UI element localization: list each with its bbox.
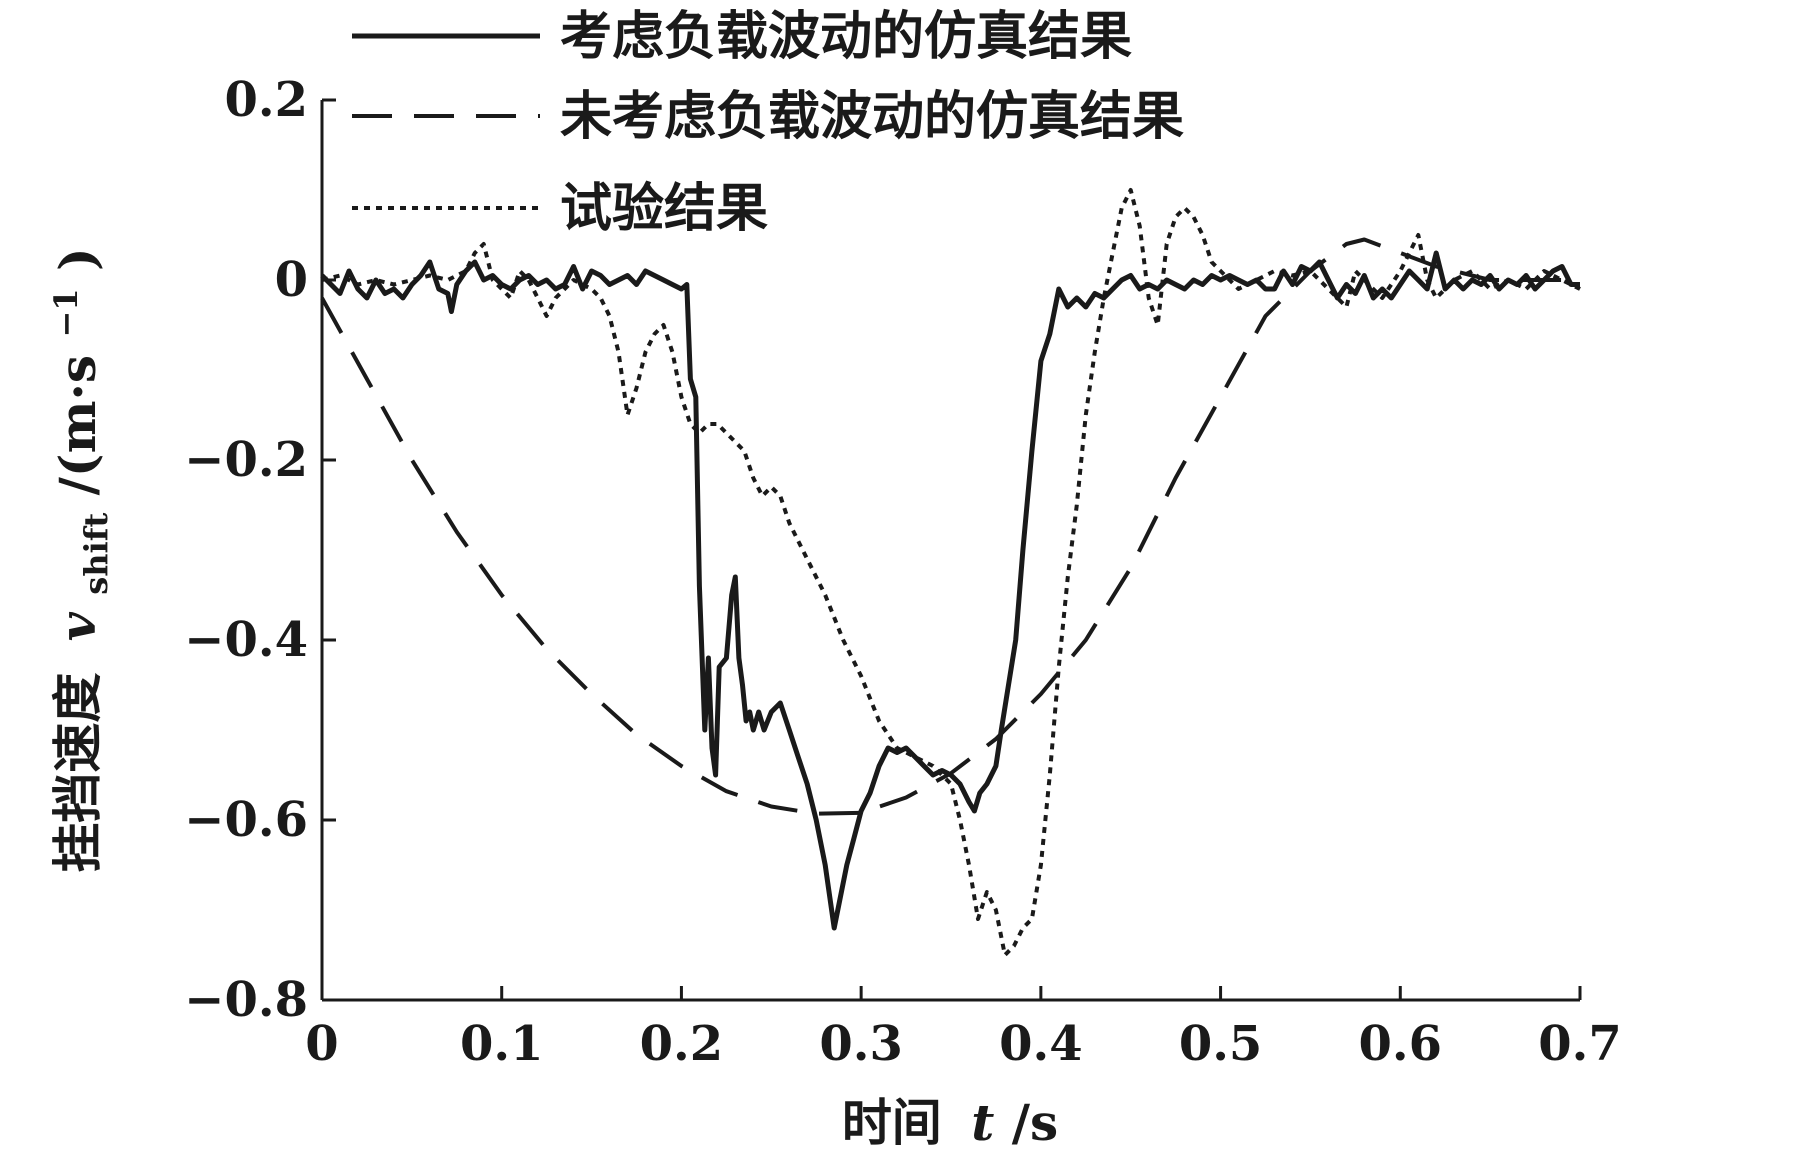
y-axis-title-unit-a: /(m·s xyxy=(48,355,107,495)
y-tick-label: 0.2 xyxy=(224,72,308,128)
x-axis-title-unit: /s xyxy=(1012,1093,1058,1151)
x-tick-label: 0.6 xyxy=(1359,1016,1443,1072)
series-line-dashed xyxy=(320,237,1580,816)
legend-dashed-label: 未考虑负载波动的仿真结果 xyxy=(560,87,1184,147)
y-tick-label: −0.2 xyxy=(184,432,308,488)
y-tick-label: −0.4 xyxy=(184,612,308,668)
x-tick-label: 0.7 xyxy=(1538,1016,1622,1072)
legend-solid-label: 考虑负载波动的仿真结果 xyxy=(560,7,1132,67)
x-tick-label: 0 xyxy=(305,1016,338,1072)
x-tick-label: 0.3 xyxy=(819,1016,903,1072)
chart-series xyxy=(320,188,1581,957)
chart-ticks: 0 0.1 0.2 0.3 0.4 0.5 0.6 0.7 0.2 0 −0.2 −0.4 −0.6 −0… xyxy=(184,72,1621,1072)
y-tick-label: −0.6 xyxy=(184,792,308,848)
x-tick-label: 0.4 xyxy=(999,1016,1083,1072)
y-tick-label: 0 xyxy=(275,252,308,308)
series-line-solid xyxy=(320,250,1580,931)
x-axis-title-cn: 时间 xyxy=(842,1093,942,1151)
y-axis-title-unit-b: ) xyxy=(48,247,107,271)
y-axis-title: 挂挡速度 v shift /(m·s −1 ) xyxy=(30,247,119,872)
chart-legend: 考虑负载波动的仿真结果 未考虑负载波动的仿真结果 试验结果 xyxy=(352,7,1184,239)
y-tick-label: −0.8 xyxy=(184,972,308,1028)
x-axis-title: 时间 t /s xyxy=(842,1093,1058,1151)
y-axis-title-unit-sup: −1 xyxy=(47,288,85,337)
y-axis-title-cn: 挂挡速度 xyxy=(48,673,107,873)
x-tick-label: 0.2 xyxy=(640,1016,724,1072)
y-axis-title-sub: shift xyxy=(77,513,115,595)
x-tick-label: 0.5 xyxy=(1179,1016,1263,1072)
x-tick-label: 0.1 xyxy=(460,1016,544,1072)
legend-dotted-label: 试验结果 xyxy=(560,179,768,239)
chart-axes xyxy=(320,100,1580,1002)
x-axis-title-var: t xyxy=(971,1093,994,1151)
y-axis-title-var: v xyxy=(48,611,107,641)
series-line-dotted xyxy=(321,188,1581,957)
